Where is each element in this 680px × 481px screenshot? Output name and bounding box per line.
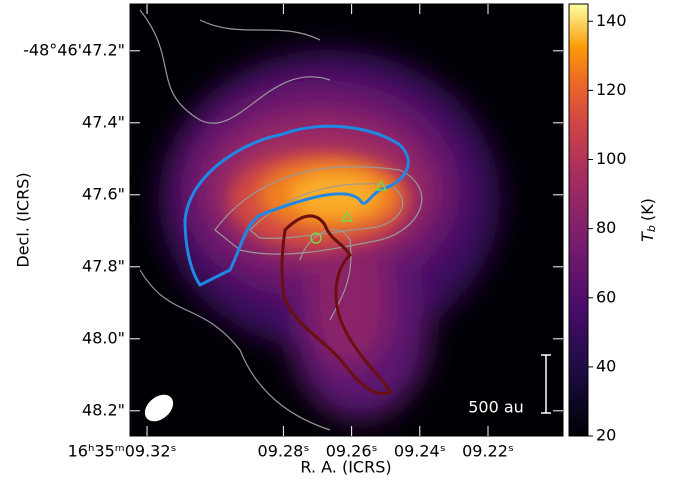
colorbar-tick-label: 140 [596,11,627,30]
y-tick-label: -48°46'47.2" [23,40,125,59]
colorbar-tick-label: 100 [596,149,627,168]
y-tick-label: 47.8" [82,256,125,275]
scale-label: 500 au [468,398,524,417]
colorbar-symbol: T [638,231,657,242]
colorbar-tick-label: 60 [596,287,616,306]
x-tick-label: 09.26ˢ [326,442,378,461]
colorbar-tick-label: 80 [596,218,616,237]
image [130,4,563,436]
y-tick-label: 48.0" [82,328,125,347]
x-tick-label: 16ʰ35ᵐ09.32ˢ [68,442,177,461]
colorbar-subscript: b [645,225,658,232]
colorbar [568,3,589,437]
x-tick-label: 09.24ˢ [394,442,446,461]
colorbar-tick-label: 40 [596,356,616,375]
beam [144,394,174,422]
colorbar-tick-label: 120 [596,80,627,99]
colorbar-label: Tb (K) [638,198,659,242]
x-axis-label: R. A. (ICRS) [300,458,391,477]
y-tick-label: 48.2" [82,400,125,419]
x-tick-label: 09.28ˢ [258,442,310,461]
colorbar-tick-label: 20 [596,426,616,445]
scale-bar [541,354,551,414]
y-axis-label: Decl. (ICRS) [14,172,33,267]
y-tick-label: 47.6" [82,184,125,203]
axes-frame [129,3,564,437]
y-tick-label: 47.4" [82,112,125,131]
colorbar-unit: (K) [638,198,657,221]
x-tick-label: 09.22ˢ [462,442,514,461]
